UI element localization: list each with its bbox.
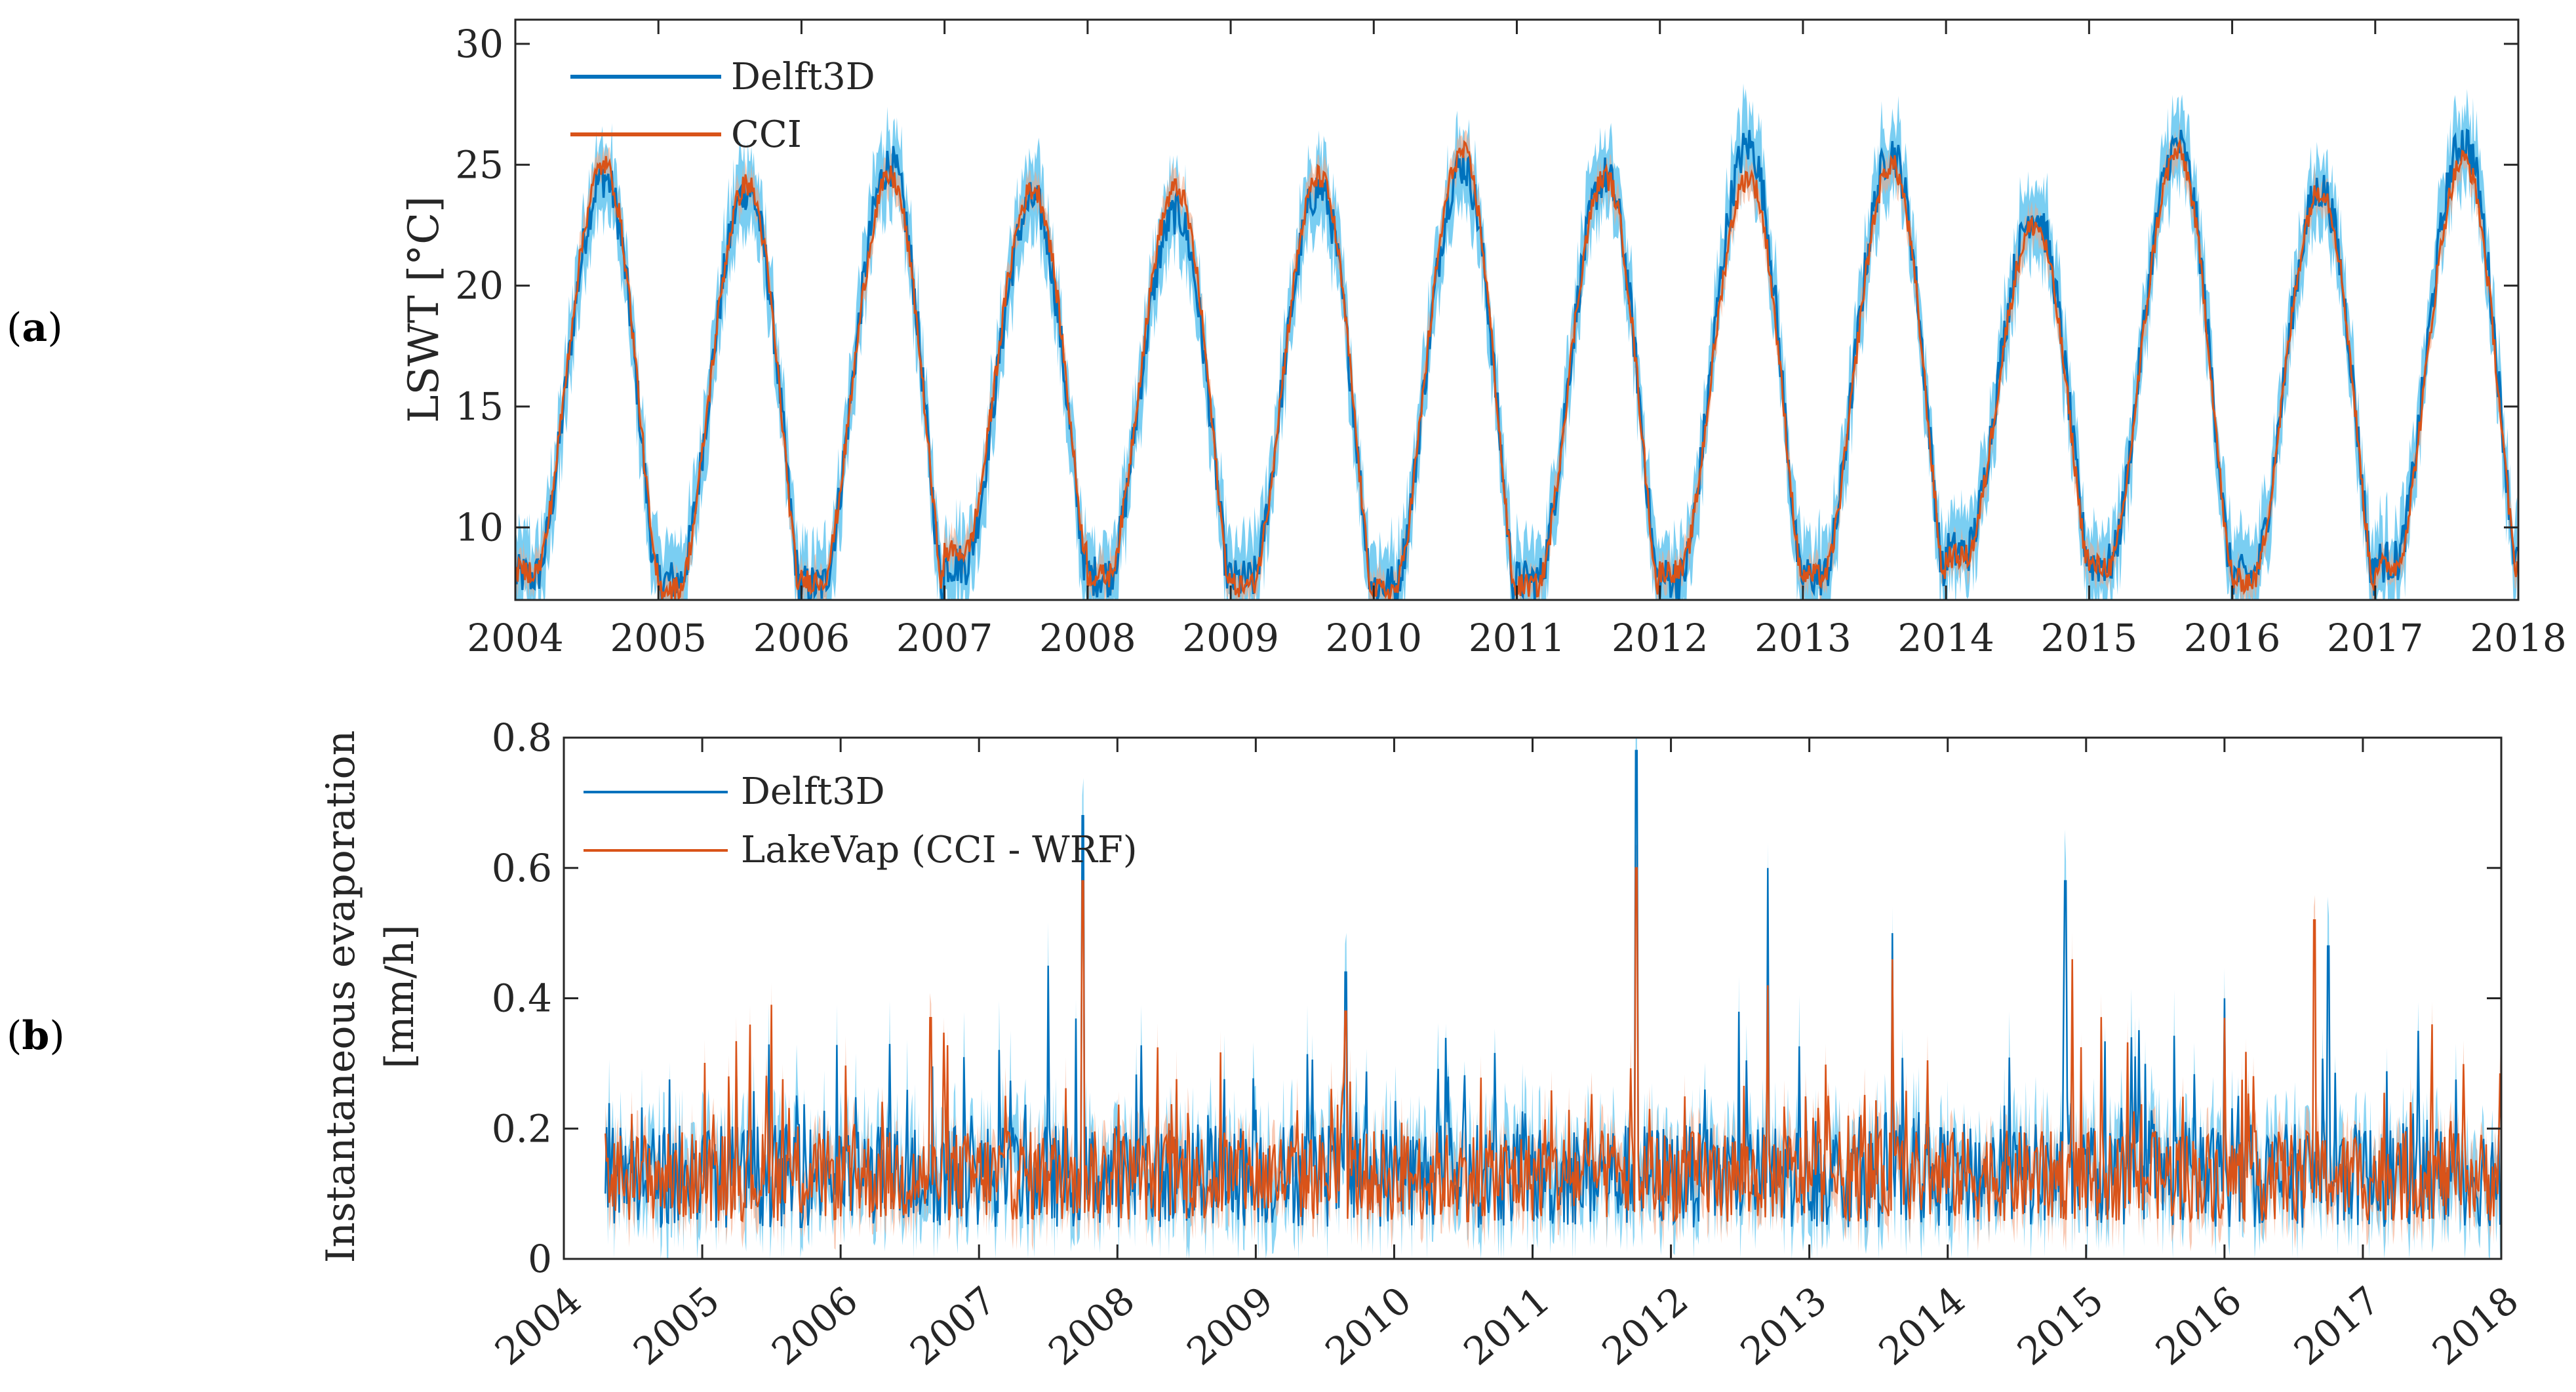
evap-xtick-label: 2009: [1179, 1278, 1282, 1374]
evap-xtick-label: 2017: [2286, 1278, 2388, 1374]
evap-y-axis-label-line2: [mm/h]: [377, 925, 423, 1068]
evap-line-lakevap: [604, 867, 2501, 1223]
lswt-xtick-label: 2016: [2184, 616, 2281, 660]
evap-xtick-label: 2011: [1456, 1278, 1558, 1374]
lswt-xtick-label: 2018: [2470, 616, 2567, 660]
evaporation-chart: 2004 2005 2006 2007 2008 2009 2010 2011 2012 2013…: [318, 715, 2527, 1374]
lswt-ytick-label: 15: [455, 384, 504, 429]
lswt-ytick-label: 20: [455, 264, 504, 308]
lswt-xtick-label: 2009: [1182, 616, 1279, 660]
evap-xtick-label: 2014: [1871, 1278, 1973, 1374]
evap-ytick-label: 0.2: [492, 1106, 552, 1151]
legend-label-lakevap: LakeVap (CCI - WRF): [741, 829, 1138, 871]
evap-xtick-label: 2008: [1040, 1278, 1143, 1374]
evap-ytick-label: 0.6: [492, 846, 552, 890]
evap-xtick-label: 2016: [2147, 1278, 2250, 1374]
evap-ytick-label: 0: [528, 1237, 552, 1281]
legend-label-delft3d-evap: Delft3D: [741, 770, 885, 813]
lswt-ytick-label: 25: [455, 142, 504, 187]
lswt-xtick-label: 2008: [1039, 616, 1136, 660]
lswt-axes-box: [514, 18, 2520, 601]
lswt-band-cci: [515, 121, 2518, 600]
evap-y-axis-label-line1: Instantaneous evaporation: [318, 730, 364, 1263]
panel-b-label: (b): [7, 1013, 65, 1059]
lswt-band-delft3d: [515, 83, 2518, 600]
evap-xtick-label: 2005: [625, 1278, 728, 1374]
evap-xtick-label: 2018: [2424, 1278, 2527, 1374]
evap-xtick-label: 2004: [486, 1278, 589, 1374]
evap-line-delft3d: [604, 749, 2501, 1229]
lswt-xtick-label: 2012: [1612, 616, 1709, 660]
evap-ytick-label: 0.4: [492, 976, 552, 1021]
lswt-y-axis-label: LSWT [°C]: [400, 196, 448, 423]
lswt-xtick-label: 2004: [467, 616, 564, 660]
lswt-line-delft3d: [515, 128, 2518, 600]
lswt-legend: Delft3D CCI: [570, 56, 875, 156]
lswt-xtick-label: 2011: [1469, 616, 1566, 660]
lswt-xtick-label: 2006: [753, 616, 850, 660]
lswt-xtick-label: 2005: [610, 616, 707, 660]
lswt-xtick-label: 2013: [1754, 616, 1852, 660]
evap-xtick-label: 2010: [1317, 1278, 1420, 1374]
evap-xtick-label: 2015: [2009, 1278, 2112, 1374]
evap-legend: Delft3D LakeVap (CCI - WRF): [584, 770, 1138, 871]
evap-xtick-label: 2006: [763, 1278, 866, 1374]
evap-xtick-label: 2007: [902, 1278, 1004, 1374]
legend-label-delft3d: Delft3D: [731, 56, 875, 98]
lswt-xtick-label: 2010: [1325, 616, 1422, 660]
lswt-line-cci: [515, 138, 2518, 600]
lswt-xtick-label: 2014: [1897, 616, 1994, 660]
lswt-xtick-label: 2007: [896, 616, 993, 660]
evap-ytick-label: 0.8: [492, 715, 552, 760]
evap-xtick-label: 2013: [1732, 1278, 1835, 1374]
legend-label-cci: CCI: [731, 113, 802, 156]
lswt-chart: 2004 2005 2006 2007 2008 2009 2010 2011 2012 2013…: [400, 18, 2567, 660]
lswt-xtick-label: 2017: [2327, 616, 2424, 660]
lswt-ytick-label: 10: [455, 505, 504, 549]
panel-a-label: (a): [7, 305, 63, 351]
evap-xtick-label: 2012: [1594, 1278, 1697, 1374]
lswt-xtick-label: 2015: [2041, 616, 2138, 660]
lswt-ytick-label: 30: [455, 22, 504, 66]
